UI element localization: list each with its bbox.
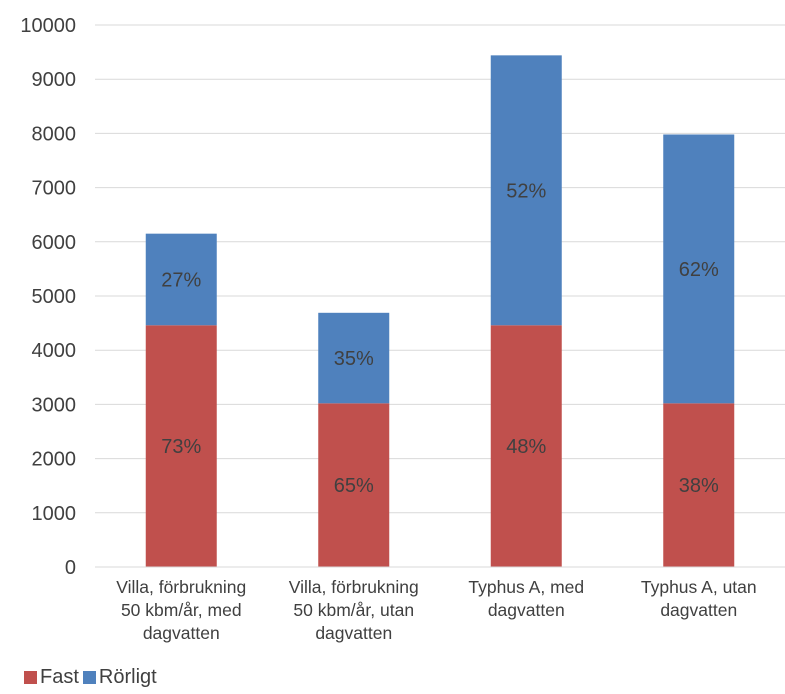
y-tick-label: 0 <box>65 557 76 579</box>
y-tick-label: 7000 <box>32 178 77 200</box>
bars <box>145 55 735 567</box>
bar-rorligt <box>663 134 735 404</box>
x-category-label: dagvatten <box>315 623 392 643</box>
y-tick-label: 8000 <box>32 123 77 145</box>
y-tick-label: 5000 <box>32 286 77 308</box>
x-category-label: Typhus A, med <box>468 577 584 597</box>
legend-item-rorligt: Rörligt <box>82 666 157 689</box>
bar-rorligt <box>490 55 562 326</box>
x-category-label: dagvatten <box>143 623 220 643</box>
legend-label-rorligt: Rörligt <box>98 666 157 688</box>
y-tick-label: 2000 <box>32 449 77 471</box>
x-category-label: Villa, förbrukning <box>289 577 419 597</box>
data-label: 73% <box>161 436 201 458</box>
data-labels: 73% 27% 65% 35% 48% 52% 38% 62% <box>161 180 719 497</box>
data-label: 62% <box>679 259 719 281</box>
data-label: 35% <box>334 348 374 370</box>
y-tick-label: 9000 <box>32 69 77 91</box>
x-category-label: Villa, förbrukning <box>116 577 246 597</box>
legend: Fast Rörligt <box>24 666 161 689</box>
legend-label-fast: Fast <box>40 666 79 688</box>
data-label: 48% <box>506 436 546 458</box>
y-axis: 0 1000 2000 3000 4000 5000 6000 7000 8000 9000 100… <box>20 15 76 579</box>
data-label: 52% <box>506 180 546 202</box>
legend-swatch-fast <box>24 671 37 684</box>
x-category-label: Typhus A, utan <box>641 577 757 597</box>
y-tick-label: 3000 <box>32 394 77 416</box>
bar-fast <box>490 325 562 567</box>
legend-swatch-rorligt <box>82 671 96 684</box>
legend-item-fast: Fast <box>24 666 79 689</box>
data-label: 65% <box>334 475 374 497</box>
x-category-label: 50 kbm/år, utan <box>293 600 414 620</box>
bar-rorligt <box>318 312 390 404</box>
y-tick-label: 1000 <box>32 503 77 525</box>
data-label: 38% <box>679 475 719 497</box>
data-label: 27% <box>161 269 201 291</box>
y-tick-label: 4000 <box>32 340 77 362</box>
y-tick-label: 6000 <box>32 232 77 254</box>
bar-rorligt <box>145 233 217 326</box>
y-tick-label: 10000 <box>20 15 76 37</box>
x-category-label: dagvatten <box>488 600 565 620</box>
bar-fast <box>145 325 217 567</box>
x-axis: Villa, förbrukning 50 kbm/år, med dagvatte… <box>95 566 785 643</box>
x-category-label: dagvatten <box>660 600 737 620</box>
bar-fast <box>663 403 735 567</box>
x-category-label: 50 kbm/år, med <box>121 600 242 620</box>
bar-fast <box>318 403 390 567</box>
